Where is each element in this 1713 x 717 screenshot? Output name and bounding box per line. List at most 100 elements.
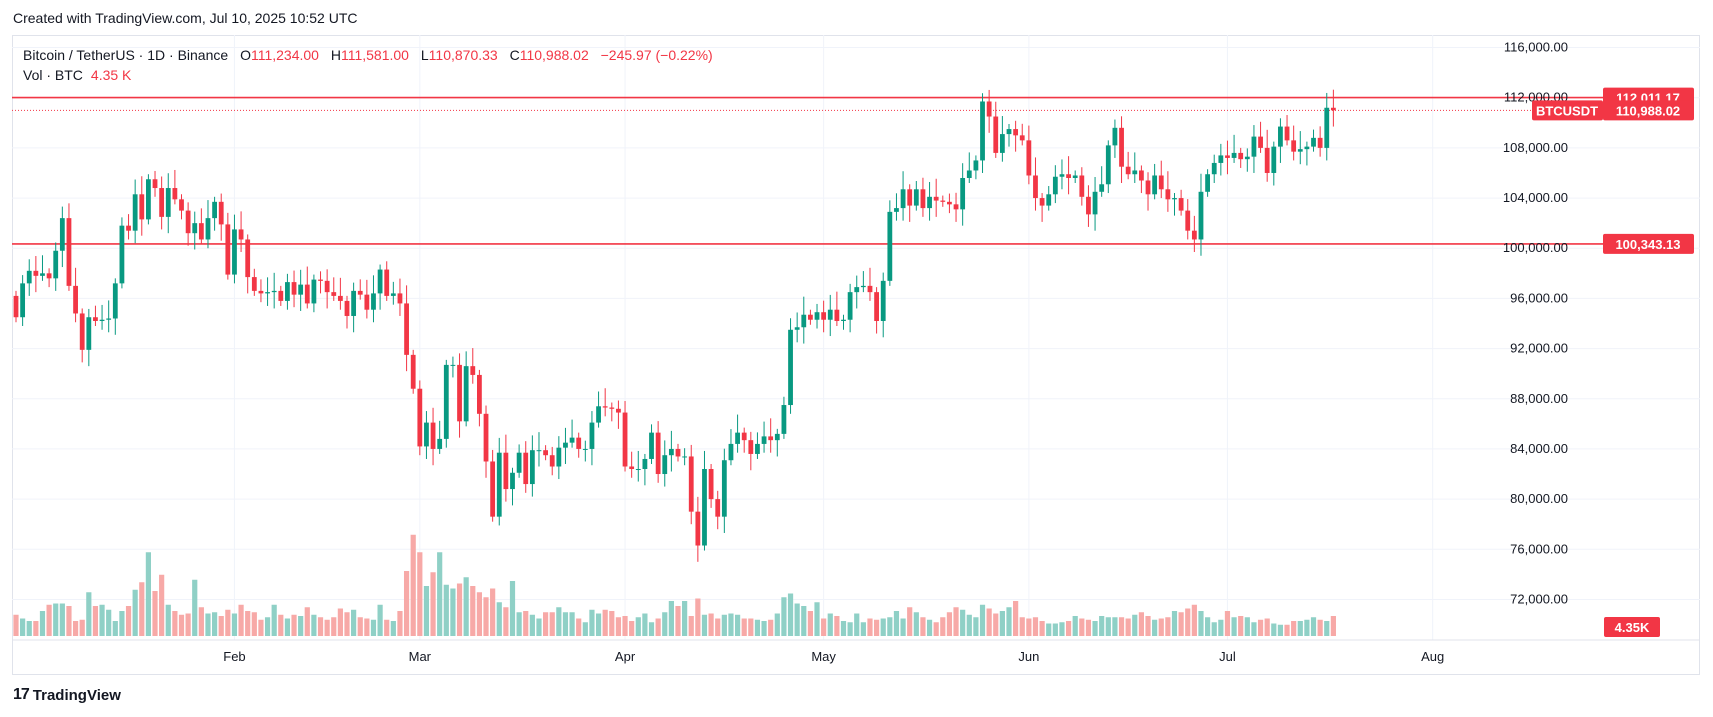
candle-body	[973, 160, 979, 171]
candle-body	[1271, 146, 1277, 173]
volume-bar	[1251, 622, 1257, 636]
candle-body	[126, 225, 131, 231]
volume-bar	[920, 617, 926, 636]
candle-body	[1291, 140, 1297, 152]
volume-bar	[112, 621, 118, 636]
candle-body	[814, 312, 820, 320]
volume-bar	[450, 588, 456, 636]
volume-bar	[900, 618, 906, 636]
candle-body	[523, 452, 529, 485]
volume-bar	[13, 614, 19, 636]
volume-bar	[410, 534, 416, 636]
volume-bar	[205, 613, 211, 636]
volume-bar	[251, 612, 257, 636]
candle-body	[913, 189, 919, 206]
volume-bar	[907, 607, 913, 636]
volume-bar	[1065, 621, 1072, 636]
volume-bar	[549, 612, 555, 636]
candle-body	[40, 273, 45, 276]
y-tick-label: 76,000.00	[1510, 541, 1568, 556]
candle-body	[311, 279, 317, 304]
symbol-tag	[1532, 100, 1603, 121]
chart-frame[interactable]	[12, 35, 1700, 675]
candle-body	[318, 279, 323, 281]
y-tick-label: 84,000.00	[1510, 441, 1568, 456]
candle-body	[874, 292, 879, 321]
candle-body	[662, 455, 668, 475]
candle-body	[841, 319, 846, 321]
volume-bar	[1205, 617, 1211, 636]
volume-bar	[377, 604, 383, 636]
candle-body	[642, 458, 648, 470]
volume-bar	[562, 612, 569, 636]
legend-volume-value: 4.35 K	[90, 67, 132, 83]
volume-bar	[125, 606, 132, 636]
volume-bar	[59, 603, 65, 636]
volume-bar	[172, 611, 178, 636]
candle-body	[860, 285, 866, 288]
candle-body	[622, 412, 628, 467]
candle-body	[53, 250, 59, 279]
volume-bar	[1211, 622, 1217, 636]
volume-bar	[278, 614, 284, 636]
volume-bar	[1079, 618, 1085, 636]
volume-bar	[351, 609, 357, 636]
volume-bar	[754, 619, 761, 636]
candle-body	[1052, 176, 1058, 195]
candle-body	[1264, 147, 1270, 173]
volume-bar	[1297, 621, 1303, 636]
volume-bar	[1178, 612, 1184, 636]
candle-body	[563, 442, 568, 448]
candle-body	[245, 239, 251, 278]
volume-bar	[370, 619, 377, 636]
volume-bar	[1238, 616, 1244, 636]
volume-bar	[364, 618, 370, 636]
candle-body	[238, 229, 244, 240]
volume-bar	[1152, 619, 1158, 636]
volume-bar	[503, 607, 509, 636]
candle-layer	[13, 89, 1336, 562]
volume-bar	[860, 622, 866, 636]
volume-bar	[794, 603, 800, 636]
volume-tag-label: 4.35K	[1615, 620, 1650, 635]
volume-bar	[231, 613, 238, 636]
volume-bar	[887, 617, 893, 636]
candle-body	[999, 134, 1005, 153]
price-chart[interactable]: 72,000.00 76,000.00 80,000.00 84,000.00 88,0…	[0, 0, 1713, 680]
candle-body	[397, 293, 403, 304]
volume-bar	[192, 579, 198, 636]
candle-body	[927, 196, 932, 209]
candle-body	[582, 448, 588, 450]
legend: Bitcoin / TetherUS · 1D · Binance O111,2…	[23, 45, 713, 85]
candle-body	[1324, 107, 1330, 148]
candle-body	[185, 210, 191, 234]
candle-body	[768, 436, 774, 441]
candle-body	[13, 295, 19, 318]
volume-bar	[1191, 604, 1197, 636]
candle-body	[86, 317, 92, 350]
candle-body	[106, 318, 112, 320]
candle-body	[788, 329, 793, 406]
candle-body	[271, 290, 277, 293]
legend-volume-label[interactable]: Vol · BTC	[23, 67, 83, 83]
candle-body	[384, 269, 390, 296]
candle-body	[26, 270, 32, 284]
volume-bar	[324, 619, 330, 636]
candle-body	[1039, 198, 1045, 206]
volume-bar	[423, 586, 430, 636]
candle-body	[980, 101, 985, 161]
legend-close: 110,988.02	[519, 47, 589, 63]
volume-bar	[1085, 619, 1092, 636]
candle-body	[212, 201, 217, 219]
candle-body	[410, 354, 416, 389]
volume-bar	[834, 616, 840, 636]
candle-body	[1158, 175, 1164, 190]
volume-bar	[913, 612, 919, 636]
candle-body	[675, 448, 681, 457]
legend-symbol[interactable]: Bitcoin / TetherUS · 1D · Binance	[23, 47, 229, 63]
tradingview-logo[interactable]: 17 TradingView	[13, 686, 121, 704]
x-tick-label: Mar	[409, 649, 432, 664]
candle-body	[1198, 191, 1204, 240]
candle-body	[477, 374, 482, 414]
volume-bar	[1198, 611, 1204, 636]
